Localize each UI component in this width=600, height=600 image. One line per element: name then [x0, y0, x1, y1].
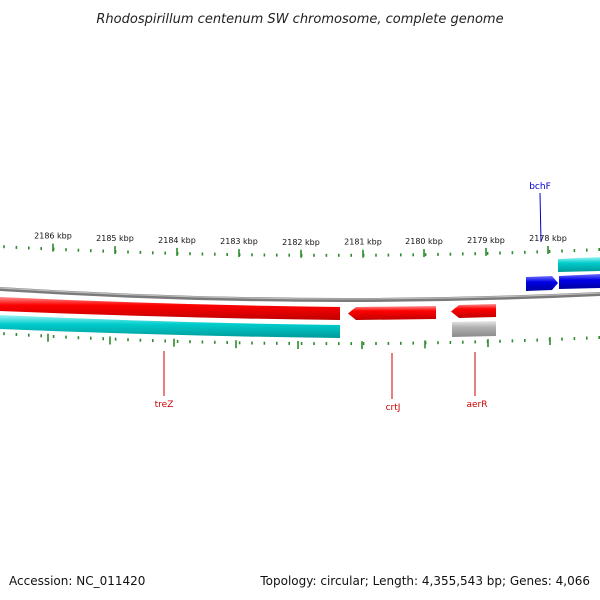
scale-labels: 2186 kbp 2185 kbp 2184 kbp 2183 kbp 2182 kbp…: [34, 232, 567, 247]
accession-text: Accession: NC_011420: [9, 574, 145, 588]
chromosome-backbone: [0, 287, 600, 302]
crtJ-label[interactable]: crtJ: [386, 403, 401, 413]
forward-gene-cyan[interactable]: [558, 257, 600, 272]
scale-label: 2184 kbp: [158, 236, 196, 245]
treZ-label[interactable]: treZ: [155, 400, 174, 410]
gene-aerR[interactable]: [451, 304, 496, 318]
gene-grey[interactable]: [452, 321, 496, 337]
scale-label: 2179 kbp: [467, 236, 505, 245]
bchF-label[interactable]: bchF: [529, 182, 551, 192]
map-title: Rhodospirillum centenum SW chromosome, c…: [96, 12, 503, 27]
forward-gene-blue-right[interactable]: [559, 274, 600, 289]
scale-label: 2186 kbp: [34, 232, 72, 241]
gene-bchF[interactable]: [526, 276, 558, 291]
reverse-gene-cyan[interactable]: [0, 315, 340, 338]
scale-label: 2181 kbp: [344, 238, 382, 247]
aerR-label[interactable]: aerR: [466, 400, 487, 410]
gene-crtJ[interactable]: [348, 306, 436, 320]
gene-treZ[interactable]: [0, 297, 340, 320]
scale-label: 2180 kbp: [405, 237, 443, 246]
scale-label: 2183 kbp: [220, 237, 258, 246]
scale-label: 2178 kbp: [529, 234, 567, 243]
bchF-leader: [539, 192, 542, 243]
outer-scale-ticks: [3, 243, 600, 258]
inner-scale-ticks: [3, 332, 600, 350]
genome-summary-text: Topology: circular; Length: 4,355,543 bp…: [259, 574, 590, 588]
scale-label: 2185 kbp: [96, 234, 134, 243]
scale-label: 2182 kbp: [282, 238, 320, 247]
